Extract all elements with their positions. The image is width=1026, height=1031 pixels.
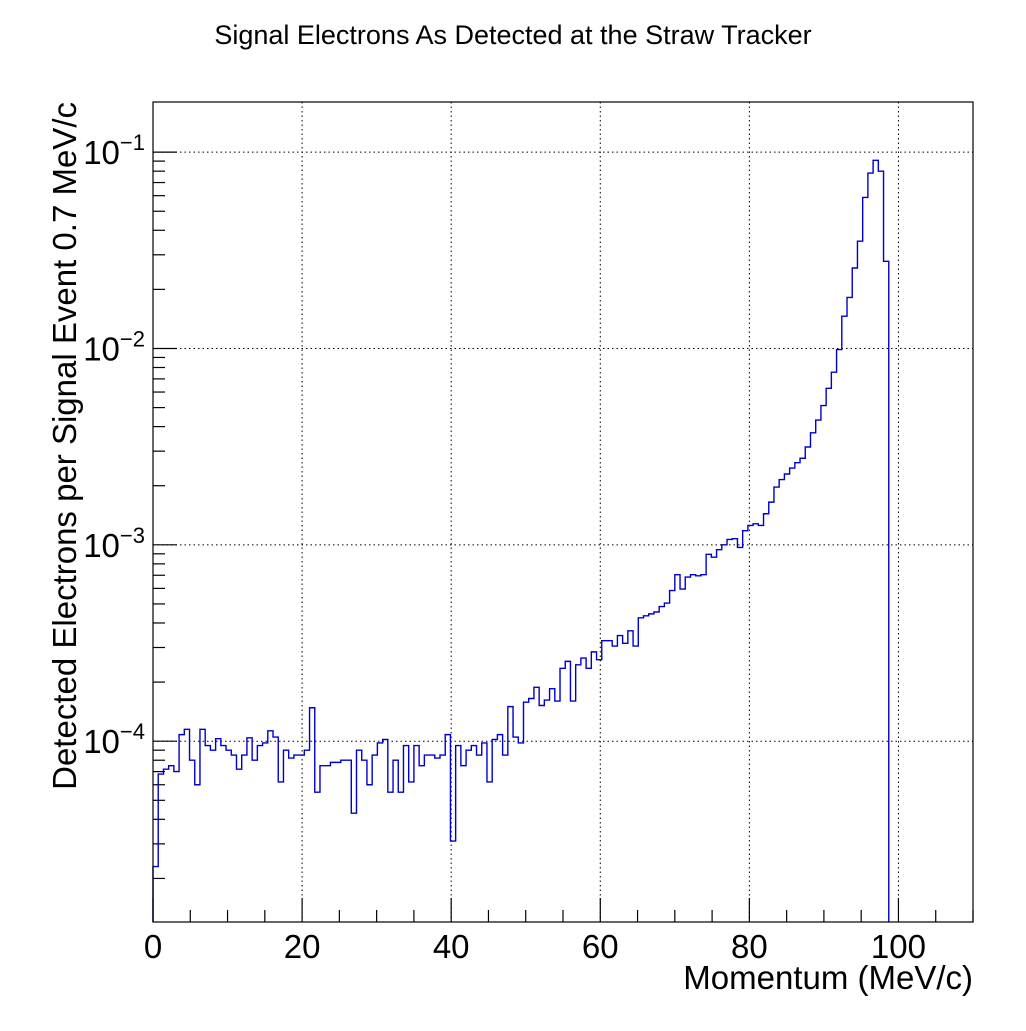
y-tick-label: 10−2 [83,326,145,367]
histogram-series [152,159,890,922]
x-tick-label: 40 [433,928,470,965]
x-tick-label: 0 [144,928,162,965]
x-tick-labels: 0 20 40 60 80 100 [144,928,926,965]
x-tick-label: 100 [871,928,926,965]
y-tick-label: 10−3 [83,523,145,564]
y-tick-label: 10−4 [83,719,145,760]
x-tick-label: 20 [284,928,321,965]
chart-title: Signal Electrons As Detected at the Stra… [214,20,811,50]
grid [153,102,973,922]
x-tick-label: 80 [731,928,768,965]
x-tick-label: 60 [582,928,619,965]
y-tick-labels: 10−4 10−3 10−2 10−1 [83,130,145,760]
y-tick-label: 10−1 [83,130,145,171]
x-axis-label: Momentum (MeV/c) [683,959,973,996]
plot-frame [152,101,974,923]
axis-ticks [152,151,974,922]
y-axis-label: Detected Electrons per Signal Event 0.7 … [46,102,83,790]
